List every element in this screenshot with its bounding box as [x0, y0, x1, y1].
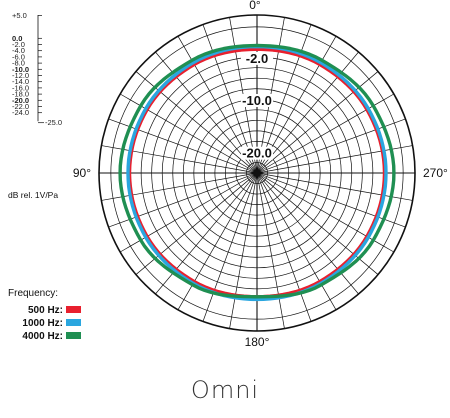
grid-spoke	[229, 175, 257, 329]
legend-label: 1000 Hz:	[22, 318, 63, 329]
chart-title: Omni	[190, 376, 260, 404]
legend: Frequency: 500 Hz: 1000 Hz: 4000 Hz:	[8, 288, 81, 342]
scale-label: -25.0	[45, 118, 62, 127]
grid-spoke	[257, 175, 312, 322]
ring-label: -10.0	[242, 93, 272, 108]
angle-label-180: 180°	[245, 335, 270, 349]
scale-label: -4.0	[12, 46, 25, 55]
series-4000hz-curve	[118, 43, 396, 299]
polar-curves	[118, 43, 396, 302]
grid-spoke	[177, 175, 256, 311]
db-scale: +5.00.0-2.0-4.0-6.0-8.0-10.0-12.0-14.0-1…	[8, 11, 62, 200]
ring-label-bg	[241, 51, 273, 65]
grid-spoke	[119, 174, 255, 253]
scale-label: -12.0	[12, 71, 29, 80]
scale-label: -10.0	[12, 65, 29, 74]
grid-spoke	[101, 145, 255, 173]
scale-label: 0.0	[12, 34, 22, 43]
grid-spoke	[257, 17, 285, 171]
grid-spoke	[258, 175, 337, 311]
scale-label: -14.0	[12, 77, 29, 86]
grid-spoke	[259, 118, 406, 173]
legend-label: 500 Hz:	[28, 305, 63, 316]
grid-spoke	[259, 174, 395, 253]
grid-spoke	[101, 173, 255, 201]
legend-swatch	[66, 306, 81, 313]
grid-spoke	[119, 93, 255, 172]
unit-label: dB rel. 1V/Pa	[8, 190, 58, 200]
legend-swatch	[66, 332, 81, 339]
ring-label-bg	[241, 146, 273, 160]
scale-label: -2.0	[12, 40, 25, 49]
scale-label: -8.0	[12, 59, 25, 68]
grid-spoke	[155, 175, 256, 295]
series-1000hz-curve	[126, 44, 388, 302]
grid-spoke	[259, 173, 406, 228]
scale-label: -22.0	[12, 102, 29, 111]
scale-label: +5.0	[12, 11, 27, 20]
ring-label: -20.0	[242, 146, 272, 161]
scale-label: -24.0	[12, 108, 29, 117]
legend-label: 4000 Hz:	[22, 331, 63, 342]
legend-swatch	[66, 319, 81, 326]
grid-spoke	[202, 24, 257, 171]
grid-spoke	[257, 175, 285, 329]
polar-grid	[98, 14, 416, 332]
scale-label: -16.0	[12, 83, 29, 92]
angle-label-0: 0°	[249, 0, 261, 12]
grid-spoke	[257, 24, 312, 171]
grid-spoke	[259, 145, 413, 173]
grid-spoke	[108, 173, 255, 228]
center-dot	[253, 169, 261, 177]
ring-label: -2.0	[246, 51, 268, 66]
grid-spoke	[108, 118, 255, 173]
grid-spoke	[259, 173, 413, 201]
ring-label-bg	[241, 94, 273, 107]
grid-spoke	[259, 93, 395, 172]
angle-label-270: 270°	[423, 166, 448, 180]
scale-label: -18.0	[12, 90, 29, 99]
grid-spoke	[258, 175, 359, 295]
legend-title: Frequency:	[8, 288, 58, 299]
chart-labels: 0° 90° 180° 270° -2.0 -10.0 -20.0	[73, 0, 448, 349]
scale-label: -20.0	[12, 96, 29, 105]
angle-label-90: 90°	[73, 166, 91, 180]
scale-label: -6.0	[12, 52, 25, 61]
grid-spoke	[229, 17, 257, 171]
grid-spoke	[202, 175, 257, 322]
